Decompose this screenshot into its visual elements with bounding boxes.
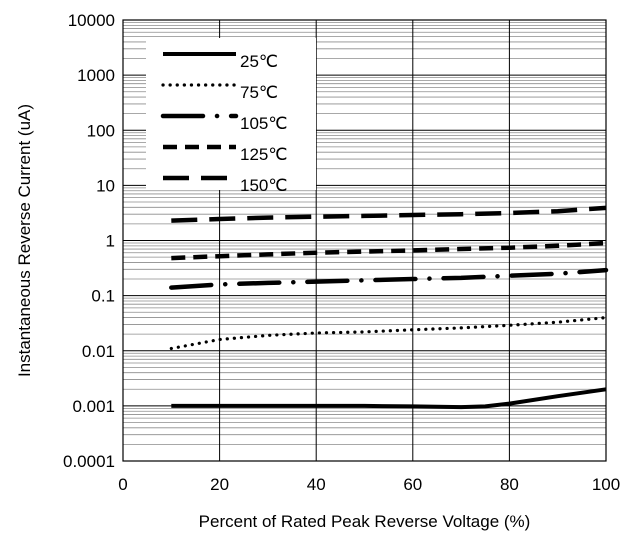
grid bbox=[122, 19, 607, 462]
series-line-1 bbox=[171, 387, 607, 410]
legend-label: 150℃ bbox=[240, 176, 287, 195]
x-tick-label: 0 bbox=[118, 475, 127, 494]
y-tick-label: 0.001 bbox=[72, 397, 115, 416]
x-tick-label: 100 bbox=[592, 475, 620, 494]
series-line-4 bbox=[171, 240, 607, 261]
series-line-3 bbox=[169, 267, 609, 290]
x-tick-label: 60 bbox=[403, 475, 422, 494]
x-tick-label: 40 bbox=[307, 475, 326, 494]
plot-frame bbox=[122, 19, 607, 462]
y-tick-label: 0.01 bbox=[82, 342, 115, 361]
series-line-2 bbox=[169, 316, 608, 351]
x-tick-label: 20 bbox=[210, 475, 229, 494]
y-tick-labels: 0.0001 0.001 0.01 0.1 1 10 100 1000 10000 bbox=[63, 11, 115, 471]
y-axis-title: Instantaneous Reverse Current (uA) bbox=[15, 104, 34, 377]
legend-label: 125℃ bbox=[240, 145, 287, 164]
y-tick-label: 0.1 bbox=[91, 287, 115, 306]
series-lines bbox=[169, 205, 609, 410]
series-line-5 bbox=[171, 205, 607, 223]
x-tick-labels: 0 20 40 60 80 100 bbox=[118, 475, 620, 494]
y-tick-label: 0.0001 bbox=[63, 452, 115, 471]
y-tick-label: 10000 bbox=[68, 11, 115, 30]
y-tick-label: 1 bbox=[106, 232, 115, 251]
y-tick-label: 10 bbox=[96, 176, 115, 195]
legend-label: 25℃ bbox=[240, 52, 278, 71]
legend: 25℃ 75℃ 105℃ 125℃ 150℃ bbox=[146, 38, 316, 195]
x-tick-label: 80 bbox=[500, 475, 519, 494]
y-tick-label: 1000 bbox=[77, 66, 115, 85]
x-axis-title: Percent of Rated Peak Reverse Voltage (%… bbox=[199, 512, 531, 531]
y-tick-label: 100 bbox=[87, 121, 115, 140]
legend-label: 75℃ bbox=[240, 83, 278, 102]
legend-label: 105℃ bbox=[240, 114, 287, 133]
